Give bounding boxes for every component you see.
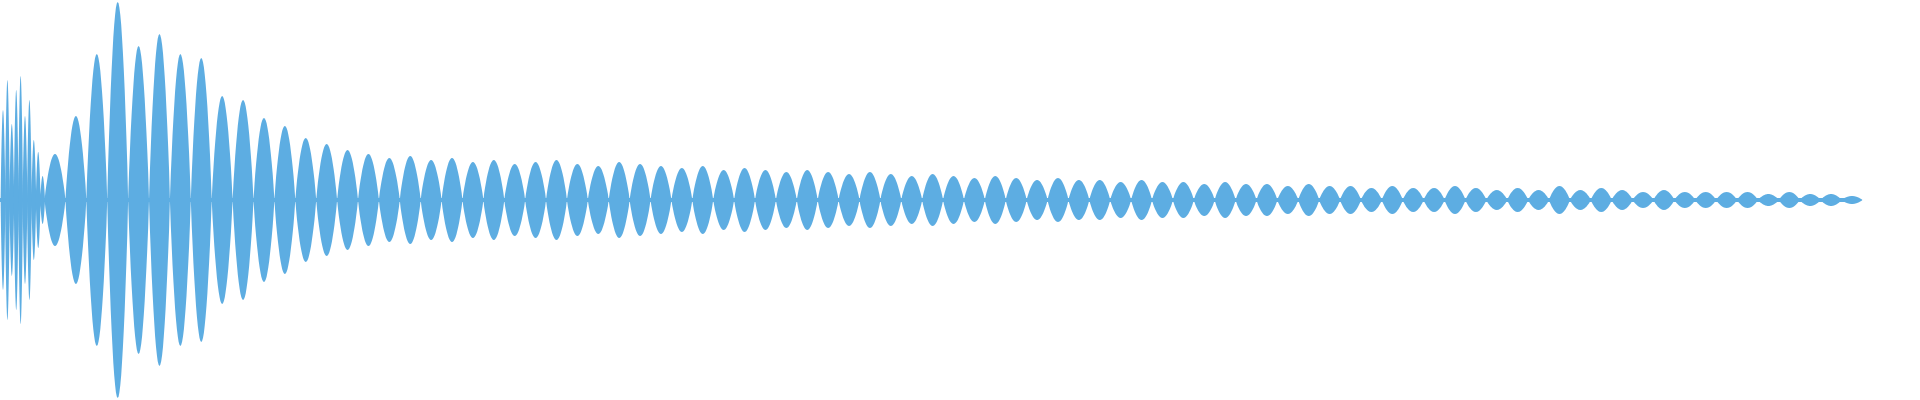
waveform-lobe: [1695, 192, 1717, 208]
waveform-lobe: [1381, 186, 1403, 214]
waveform-lobe: [1486, 190, 1508, 210]
onset-spike: [22, 116, 28, 284]
waveform-lobe: [1277, 186, 1299, 214]
waveform-lobe: [295, 138, 317, 262]
waveform-lobes: [0, 2, 1863, 398]
waveform-lobe: [629, 164, 651, 236]
onset-spike: [13, 90, 19, 310]
waveform-lobe: [1632, 192, 1654, 208]
waveform-lobe: [44, 154, 66, 246]
waveform-lobe: [587, 166, 609, 234]
waveform-lobe: [420, 160, 442, 240]
waveform-lobe: [1465, 188, 1487, 212]
waveform-lobe: [1716, 192, 1738, 208]
waveform-lobe: [943, 176, 964, 224]
waveform-lobe: [1549, 186, 1570, 214]
waveform-lobe: [1444, 186, 1466, 214]
waveform-lobe: [1068, 180, 1090, 220]
waveform-lobe: [65, 116, 87, 284]
waveform-lobe: [1737, 192, 1758, 208]
waveform-lobe: [901, 176, 923, 224]
waveform-lobe: [984, 176, 1006, 224]
waveform-lobe: [1674, 192, 1696, 208]
onset-spike: [9, 124, 15, 276]
waveform-lobe: [775, 172, 797, 228]
waveform-lobe: [1110, 182, 1132, 218]
waveform-lobe: [859, 172, 881, 228]
waveform-lobe: [1611, 190, 1633, 210]
waveform-lobe: [483, 160, 505, 240]
onset-spike: [27, 100, 32, 300]
waveform-lobe: [1569, 190, 1591, 210]
waveform-lobe: [1131, 180, 1152, 220]
waveform-lobe: [358, 154, 379, 246]
waveform-lobe: [734, 168, 755, 232]
onset-spike: [0, 110, 6, 290]
onset-spike: [31, 140, 37, 260]
waveform-lobe: [1758, 194, 1779, 206]
waveform-lobe: [169, 54, 191, 346]
waveform-lobe: [337, 150, 358, 250]
waveform-lobe: [963, 178, 985, 222]
waveform-lobe: [566, 164, 588, 236]
waveform-lobe: [441, 158, 463, 242]
waveform-lobe: [86, 54, 108, 346]
waveform-lobe: [1778, 192, 1800, 208]
waveform-lobe: [692, 166, 714, 234]
waveform-lobe: [1256, 184, 1278, 216]
waveform-lobe: [1402, 188, 1424, 212]
waveform-lobe: [1089, 180, 1111, 220]
onset-spike: [18, 76, 23, 324]
waveform-lobe: [107, 2, 129, 398]
waveform-lobe: [378, 158, 400, 242]
waveform-lobe: [1590, 188, 1612, 212]
waveform-lobe: [755, 170, 776, 230]
waveform-lobe: [713, 170, 735, 230]
waveform-lobe: [399, 156, 421, 244]
waveform-lobe: [1319, 186, 1341, 214]
waveform-lobe: [1005, 178, 1027, 222]
waveform-lobe: [316, 144, 338, 256]
waveform-lobe: [922, 174, 944, 226]
waveform-lobe: [1423, 188, 1445, 212]
waveform-lobe: [1193, 184, 1215, 216]
waveform-lobe: [1298, 184, 1320, 216]
waveform-lobe: [128, 46, 149, 354]
waveform-lobe: [1172, 182, 1194, 218]
waveform-lobe: [608, 162, 630, 238]
waveform-lobe: [838, 174, 860, 226]
waveform-lobe: [525, 162, 546, 238]
waveform-lobe: [190, 58, 212, 342]
waveform-lobe: [504, 164, 526, 236]
waveform-lobe: [796, 170, 818, 230]
waveform-lobe: [232, 100, 254, 300]
onset-spike: [35, 152, 41, 248]
waveform-lobe: [1653, 190, 1675, 210]
waveform-lobe: [274, 126, 296, 274]
waveform-lobe: [1361, 188, 1382, 212]
waveform-lobe: [671, 168, 693, 232]
waveform-lobe: [211, 96, 233, 304]
waveform-lobe: [1799, 194, 1821, 206]
onset-spike: [40, 176, 45, 224]
waveform-lobe: [462, 162, 484, 238]
waveform-lobe: [1152, 182, 1173, 218]
waveform-lobe: [1528, 190, 1549, 210]
waveform-lobe: [253, 118, 275, 282]
waveform-lobe: [1507, 188, 1529, 212]
waveform-lobe: [1235, 184, 1257, 216]
waveform-lobe: [149, 34, 170, 366]
waveform-lobe: [1340, 186, 1361, 214]
waveform-lobe: [880, 174, 902, 226]
waveform-lobe: [1047, 178, 1069, 222]
onset-spike: [5, 80, 10, 320]
waveform-lobe: [1841, 196, 1863, 204]
waveform-lobe: [1820, 194, 1842, 206]
waveform-lobe: [1026, 180, 1048, 220]
waveform-lobe: [1214, 182, 1236, 218]
waveform-lobe: [817, 172, 839, 228]
waveform-lobe: [650, 166, 672, 234]
waveform-lobe: [546, 160, 567, 240]
